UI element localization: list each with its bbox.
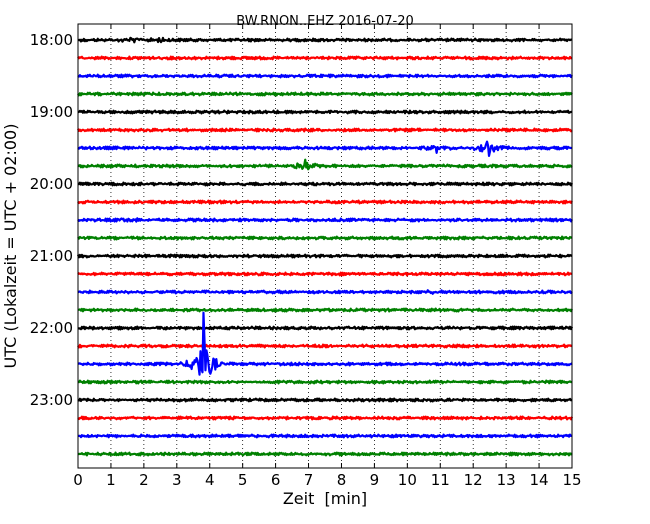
x-tick-label: 6 <box>271 471 281 489</box>
seismic-trace <box>77 415 574 421</box>
traces <box>76 36 574 457</box>
chart-title: BW.RNON..EHZ 2016-07-20 <box>236 14 414 29</box>
x-tick-label: 14 <box>530 471 549 489</box>
seismic-trace <box>77 433 573 439</box>
x-tick-label: 2 <box>139 471 149 489</box>
x-tick-label: 3 <box>172 471 182 489</box>
y-tick-label: 23:00 <box>30 391 73 409</box>
seismic-trace <box>76 253 573 259</box>
seismic-trace <box>77 379 573 385</box>
seismic-trace <box>77 271 573 277</box>
seismic-trace <box>77 181 573 187</box>
seismic-trace <box>77 36 573 44</box>
seismic-trace <box>77 91 573 97</box>
y-tick-label: 18:00 <box>30 31 73 49</box>
seismic-trace <box>77 158 573 171</box>
seismic-trace <box>77 451 573 457</box>
seismic-trace <box>77 325 574 331</box>
y-tick-label: 20:00 <box>30 175 73 193</box>
x-tick-label: 13 <box>497 471 516 489</box>
x-tick-label: 15 <box>562 471 581 489</box>
y-tick-label: 19:00 <box>30 103 73 121</box>
seismic-trace <box>77 217 573 223</box>
y-tick-label: 21:00 <box>30 247 73 265</box>
x-tick-label: 10 <box>398 471 417 489</box>
x-tick-label: 7 <box>304 471 314 489</box>
seismic-trace <box>77 199 573 205</box>
x-tick-label: 8 <box>337 471 347 489</box>
seismic-trace <box>77 73 573 79</box>
x-axis-label: Zeit [min] <box>283 489 367 508</box>
seismic-trace <box>77 343 573 349</box>
x-tick-label: 11 <box>431 471 450 489</box>
y-tick-label: 22:00 <box>30 319 73 337</box>
seismic-trace <box>77 397 573 403</box>
x-tick-label: 12 <box>464 471 483 489</box>
axes: 0 1 2 3 4 5 6 7 8 9 10 11 12 13 14 1518:0019:0020:0021:… <box>30 24 582 489</box>
x-tick-label: 0 <box>73 471 83 489</box>
seismic-trace <box>77 109 573 115</box>
seismic-trace <box>77 235 573 241</box>
seismic-trace <box>77 311 573 376</box>
seismic-trace <box>77 307 573 313</box>
x-tick-label: 1 <box>106 471 116 489</box>
seismic-trace <box>77 140 573 158</box>
seismic-trace <box>77 289 573 295</box>
x-tick-label: 5 <box>238 471 248 489</box>
x-tick-label: 9 <box>370 471 380 489</box>
x-tick-label: 4 <box>205 471 215 489</box>
y-axis-label: UTC (Lokalzeit = UTC + 02:00) <box>1 124 20 369</box>
plot-frame <box>77 23 573 469</box>
seismic-trace <box>77 55 573 61</box>
seismic-trace <box>77 127 573 133</box>
